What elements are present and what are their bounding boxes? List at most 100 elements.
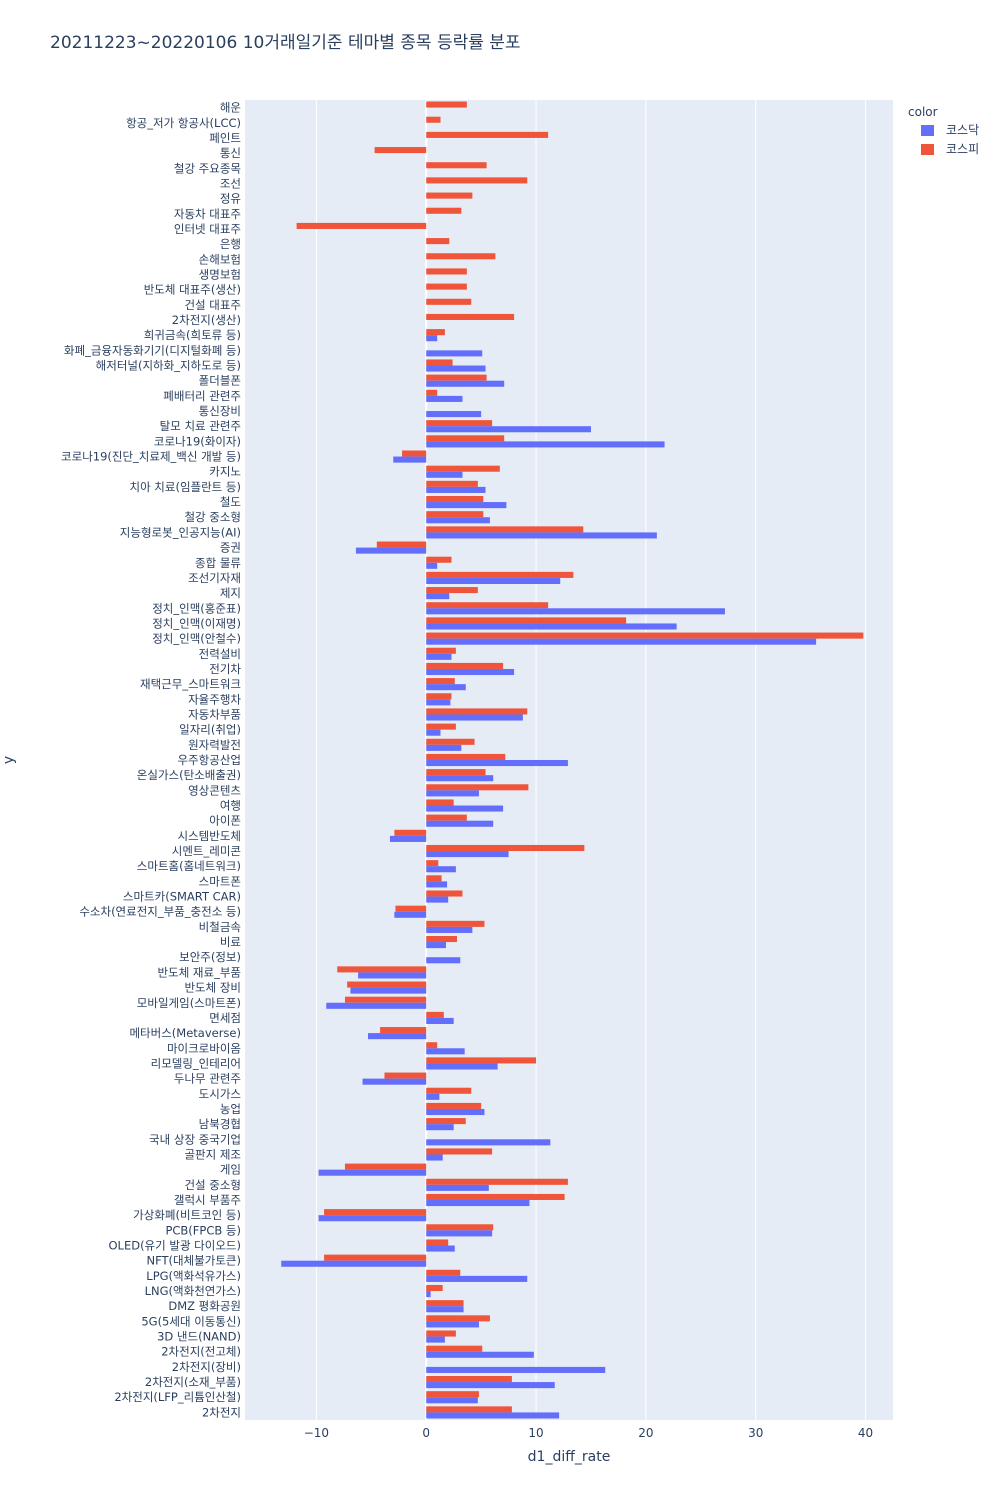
bar-kosdaq[interactable] xyxy=(362,1078,427,1085)
bar-kosdaq[interactable] xyxy=(426,1382,555,1389)
bar-kosdaq[interactable] xyxy=(426,851,509,858)
bar-kospi[interactable] xyxy=(426,617,627,624)
bar-kosdaq[interactable] xyxy=(426,760,568,767)
bar-kosdaq[interactable] xyxy=(281,1260,427,1267)
bar-kospi[interactable] xyxy=(426,662,504,669)
bar-kospi[interactable] xyxy=(426,1345,483,1352)
bar-kospi[interactable] xyxy=(426,116,441,123)
bar-kosdaq[interactable] xyxy=(318,1169,427,1176)
bar-kospi[interactable] xyxy=(344,996,427,1003)
bar-kosdaq[interactable] xyxy=(426,1048,465,1055)
bar-kospi[interactable] xyxy=(374,147,427,154)
bar-kospi[interactable] xyxy=(426,131,549,138)
bar-kospi[interactable] xyxy=(426,238,450,245)
bar-kospi[interactable] xyxy=(426,1193,565,1200)
bar-kospi[interactable] xyxy=(426,890,463,897)
bar-kosdaq[interactable] xyxy=(426,653,452,660)
bar-kosdaq[interactable] xyxy=(426,608,725,615)
bar-kosdaq[interactable] xyxy=(426,1124,454,1131)
bar-kospi[interactable] xyxy=(426,1118,466,1125)
bar-kosdaq[interactable] xyxy=(426,1108,485,1116)
bar-kospi[interactable] xyxy=(426,420,493,427)
bar-kospi[interactable] xyxy=(426,920,485,927)
bar-kospi[interactable] xyxy=(426,1087,472,1094)
bar-kosdaq[interactable] xyxy=(426,350,483,357)
bar-kosdaq[interactable] xyxy=(426,866,456,873)
bar-kospi[interactable] xyxy=(426,359,453,366)
bar-kosdaq[interactable] xyxy=(426,1139,551,1146)
bar-kosdaq[interactable] xyxy=(426,1017,454,1024)
bar-kosdaq[interactable] xyxy=(426,1366,606,1373)
bar-kosdaq[interactable] xyxy=(426,502,507,509)
bar-kosdaq[interactable] xyxy=(426,881,448,888)
bar-kosdaq[interactable] xyxy=(426,1306,464,1313)
bar-kospi[interactable] xyxy=(426,1148,493,1155)
bar-kosdaq[interactable] xyxy=(426,593,450,600)
bar-kospi[interactable] xyxy=(384,1072,427,1079)
bar-kosdaq[interactable] xyxy=(426,744,462,751)
bar-kospi[interactable] xyxy=(426,526,584,533)
bar-kosdaq[interactable] xyxy=(426,486,486,493)
bar-kosdaq[interactable] xyxy=(426,426,591,433)
bar-kosdaq[interactable] xyxy=(389,835,427,842)
bar-kospi[interactable] xyxy=(426,162,487,169)
bar-kospi[interactable] xyxy=(426,480,478,487)
bar-kospi[interactable] xyxy=(426,1011,444,1018)
bar-kospi[interactable] xyxy=(296,222,427,229)
bar-kospi[interactable] xyxy=(426,1391,479,1398)
bar-kospi[interactable] xyxy=(426,602,549,609)
bar-kosdaq[interactable] xyxy=(426,1351,534,1358)
bar-kospi[interactable] xyxy=(426,435,505,442)
bar-kospi[interactable] xyxy=(394,829,427,836)
bar-kosdaq[interactable] xyxy=(426,668,515,676)
bar-kospi[interactable] xyxy=(426,784,529,791)
bar-kosdaq[interactable] xyxy=(426,577,561,584)
bar-kosdaq[interactable] xyxy=(426,699,451,706)
bar-kosdaq[interactable] xyxy=(426,820,494,827)
bar-kosdaq[interactable] xyxy=(426,1291,431,1298)
bar-kospi[interactable] xyxy=(426,556,452,563)
bar-kosdaq[interactable] xyxy=(426,1412,560,1419)
bar-kosdaq[interactable] xyxy=(426,957,461,964)
bar-kospi[interactable] xyxy=(426,268,467,275)
bar-kospi[interactable] xyxy=(426,1300,464,1307)
legend-item-kospi[interactable]: 코스피 xyxy=(921,142,979,156)
bar-kospi[interactable] xyxy=(426,1224,494,1231)
bar-kosdaq[interactable] xyxy=(426,365,486,372)
bar-kosdaq[interactable] xyxy=(426,441,665,448)
bar-kospi[interactable] xyxy=(426,329,445,336)
bar-kospi[interactable] xyxy=(426,1178,568,1185)
bar-kospi[interactable] xyxy=(426,1284,443,1292)
bar-kospi[interactable] xyxy=(426,1042,438,1049)
bar-kosdaq[interactable] xyxy=(426,1154,443,1161)
bar-kosdaq[interactable] xyxy=(426,1336,445,1343)
bar-kosdaq[interactable] xyxy=(318,1215,427,1222)
bar-kospi[interactable] xyxy=(426,283,467,290)
bar-kosdaq[interactable] xyxy=(426,775,494,782)
bar-kospi[interactable] xyxy=(426,298,472,305)
bar-kospi[interactable] xyxy=(426,844,585,852)
bar-kospi[interactable] xyxy=(426,875,442,882)
bar-kosdaq[interactable] xyxy=(426,1321,479,1328)
bar-kospi[interactable] xyxy=(426,192,473,199)
bar-kospi[interactable] xyxy=(426,313,515,320)
bar-kospi[interactable] xyxy=(426,1315,490,1322)
bar-kospi[interactable] xyxy=(426,389,438,396)
bar-kospi[interactable] xyxy=(376,541,427,548)
bar-kosdaq[interactable] xyxy=(426,714,523,721)
bar-kosdaq[interactable] xyxy=(426,729,441,736)
bar-kospi[interactable] xyxy=(426,738,475,745)
bar-kospi[interactable] xyxy=(426,1330,456,1337)
bar-kospi[interactable] xyxy=(426,632,864,639)
bar-kosdaq[interactable] xyxy=(426,395,463,402)
bar-kosdaq[interactable] xyxy=(426,335,438,342)
bar-kosdaq[interactable] xyxy=(426,1184,489,1191)
bar-kospi[interactable] xyxy=(324,1254,427,1261)
bar-kosdaq[interactable] xyxy=(426,411,482,418)
bar-kospi[interactable] xyxy=(426,814,467,821)
bar-kospi[interactable] xyxy=(395,905,427,912)
bar-kospi[interactable] xyxy=(426,496,484,503)
bar-kosdaq[interactable] xyxy=(393,456,427,463)
bar-kosdaq[interactable] xyxy=(355,547,427,554)
bar-kospi[interactable] xyxy=(426,1376,512,1383)
